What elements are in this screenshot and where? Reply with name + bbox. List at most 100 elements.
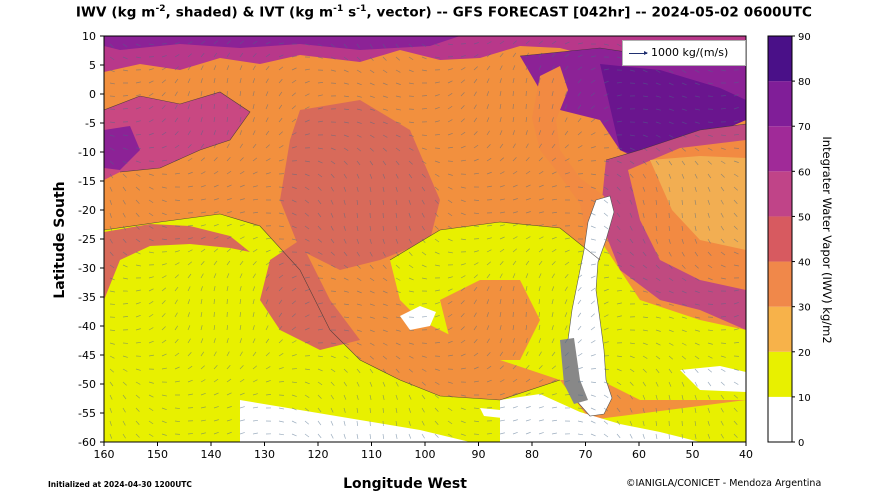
ivt-arrow <box>369 160 374 166</box>
ivt-arrow <box>616 186 621 191</box>
ivt-arrow <box>421 69 427 72</box>
ivt-arrow <box>512 365 517 370</box>
ivt-arrow <box>226 52 231 58</box>
ivt-arrow <box>395 342 401 346</box>
ivt-arrow <box>109 147 115 151</box>
ivt-arrow <box>538 260 543 266</box>
ivt-arrow <box>538 78 541 84</box>
ivt-arrow <box>382 160 387 166</box>
ivt-arrow <box>148 313 154 318</box>
ivt-arrow <box>512 432 518 435</box>
x-tick-label: 150 <box>147 448 168 461</box>
ivt-arrow <box>629 212 633 218</box>
ivt-arrow <box>187 286 191 292</box>
ivt-arrow <box>564 249 570 253</box>
ivt-arrow <box>512 78 515 84</box>
ivt-arrow <box>343 69 349 73</box>
ivt-arrow <box>538 143 542 149</box>
ivt-arrow <box>330 225 334 231</box>
ivt-arrow <box>291 92 297 97</box>
ivt-arrow <box>486 104 489 110</box>
ivt-arrow <box>109 82 115 85</box>
ivt-arrow <box>343 329 349 332</box>
ivt-arrow <box>109 368 115 373</box>
ivt-arrow <box>369 394 372 400</box>
ivt-arrow <box>356 342 362 346</box>
ivt-arrow <box>629 264 635 268</box>
ivt-arrow <box>720 394 725 400</box>
ivt-arrow <box>733 94 739 97</box>
ivt-arrow <box>512 40 517 45</box>
ivt-arrow <box>278 104 283 110</box>
ivt-arrow <box>603 407 609 412</box>
ivt-arrow <box>538 392 544 396</box>
ivt-arrow <box>603 106 609 110</box>
ivt-arrow <box>421 316 428 318</box>
ivt-arrow <box>512 52 517 58</box>
credit-note: ©IANIGLA/CONICET - Mendoza Argentina <box>626 478 822 489</box>
ivt-arrow <box>707 264 713 269</box>
ivt-arrow <box>291 433 297 437</box>
ivt-arrow <box>564 380 570 383</box>
ivt-arrow <box>707 225 711 231</box>
ivt-arrow <box>473 131 478 136</box>
ivt-arrow <box>668 394 671 400</box>
ivt-arrow <box>551 351 556 357</box>
ivt-arrow <box>733 264 739 267</box>
ivt-arrow <box>577 381 584 383</box>
ivt-arrow <box>642 290 648 293</box>
ivt-arrow <box>512 338 515 344</box>
ivt-arrow <box>486 157 492 162</box>
ivt-arrow <box>655 342 661 346</box>
ivt-arrow <box>694 238 698 244</box>
ivt-arrow <box>109 420 112 426</box>
ivt-arrow <box>213 351 217 357</box>
ivt-arrow <box>681 82 687 86</box>
ivt-arrow <box>551 393 557 396</box>
ivt-arrow <box>213 338 216 344</box>
ivt-arrow <box>564 172 570 175</box>
x-tick-label: 100 <box>415 448 436 461</box>
ivt-arrow <box>356 407 359 413</box>
ivt-arrow <box>395 56 400 61</box>
ivt-arrow <box>616 328 622 331</box>
ivt-arrow <box>200 78 203 84</box>
ivt-arrow <box>603 314 609 318</box>
ivt-arrow <box>200 248 206 253</box>
ivt-arrow <box>382 82 388 86</box>
colorbar-tick-label: 30 <box>798 303 811 314</box>
ivt-arrow <box>486 171 492 175</box>
ivt-arrow <box>187 171 193 175</box>
ivt-arrow <box>213 223 219 227</box>
ivt-arrow <box>109 173 114 179</box>
ivt-arrow <box>733 81 739 84</box>
ivt-arrow <box>317 94 323 97</box>
ivt-arrow <box>733 160 739 163</box>
ivt-arrow <box>512 117 515 123</box>
ivt-arrow <box>161 394 167 397</box>
ivt-arrow <box>590 67 596 71</box>
ivt-arrow <box>395 69 401 73</box>
ivt-arrow <box>668 433 671 440</box>
ivt-arrow <box>408 186 412 192</box>
ivt-arrow <box>486 249 492 253</box>
ivt-arrow <box>291 394 297 397</box>
ivt-arrow <box>499 419 505 422</box>
y-tick-label: -35 <box>78 291 96 304</box>
ivt-arrow <box>499 273 503 279</box>
ivt-arrow <box>109 342 115 345</box>
ivt-arrow <box>681 160 686 166</box>
ivt-arrow <box>642 69 648 73</box>
ivt-arrow <box>499 299 502 305</box>
ivt-arrow <box>525 351 529 357</box>
ivt-arrow <box>330 212 334 218</box>
ivt-arrow <box>590 105 595 110</box>
ivt-arrow <box>343 251 348 257</box>
ivt-arrow <box>694 147 700 152</box>
ivt-arrow <box>252 286 256 292</box>
y-tick-label: -10 <box>78 146 96 159</box>
ivt-arrow <box>161 313 166 318</box>
ivt-arrow <box>564 338 569 344</box>
ivt-arrow <box>148 225 154 229</box>
colorbar-swatch <box>768 261 792 307</box>
